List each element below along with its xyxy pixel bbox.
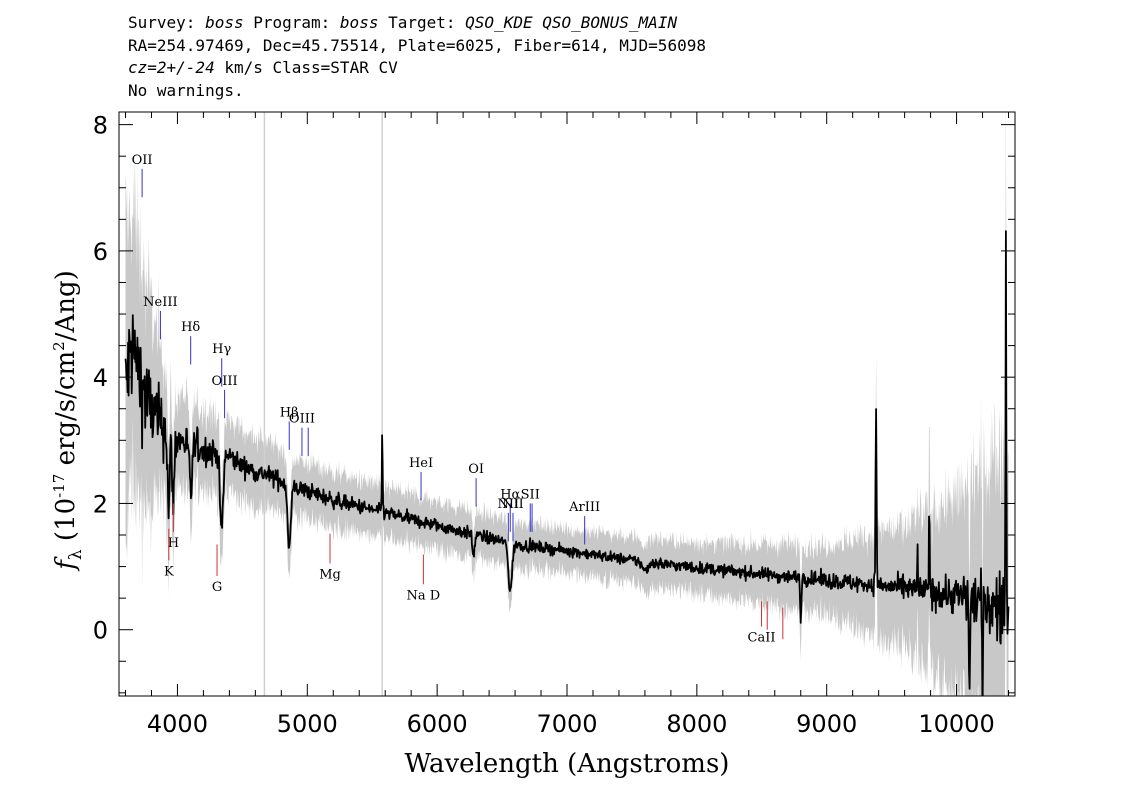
header-line-2: RA=254.97469, Dec=45.75514, Plate=6025, … bbox=[128, 35, 706, 55]
y-tick-labels: 0 2 4 6 8 bbox=[93, 112, 108, 645]
class-text: km/s Class=STAR CV bbox=[214, 58, 398, 77]
spectrum-header: Survey: boss Program: boss Target: QSO_K… bbox=[128, 12, 706, 102]
y-tick-label: 0 bbox=[93, 617, 108, 645]
emission-label: Hα bbox=[500, 487, 520, 502]
y-tick-label: 6 bbox=[93, 238, 108, 266]
emission-label: OIII bbox=[212, 374, 238, 389]
error-band-area bbox=[125, 112, 1009, 696]
emission-label: OI bbox=[468, 462, 484, 477]
error-band bbox=[125, 112, 1009, 696]
emission-label: SII bbox=[521, 487, 540, 502]
flux-series bbox=[124, 230, 1010, 696]
y-tick-label: 4 bbox=[93, 364, 108, 392]
x-tick-label: 8000 bbox=[666, 710, 727, 738]
x-tick-label: 7000 bbox=[536, 710, 597, 738]
target-prefix: Target: bbox=[378, 13, 466, 32]
program-value: boss bbox=[339, 13, 379, 32]
x-axis-label: Wavelength (Angstroms) bbox=[405, 749, 730, 779]
emission-label: Hγ bbox=[212, 342, 231, 357]
header-line-3: cz=2+/-24 km/s Class=STAR CV bbox=[128, 57, 706, 80]
absorption-label: Na D bbox=[407, 588, 441, 603]
x-tick-label: 5000 bbox=[277, 710, 338, 738]
y-tick-label: 8 bbox=[93, 112, 108, 140]
survey-value: boss bbox=[205, 13, 244, 32]
survey-prefix: Survey: bbox=[128, 13, 206, 32]
emission-label: OII bbox=[132, 153, 153, 168]
x-tick-label: 4000 bbox=[147, 710, 208, 738]
emission-label: OIII bbox=[289, 412, 315, 427]
header-line-1: Survey: boss Program: boss Target: QSO_K… bbox=[128, 12, 706, 35]
x-tick-labels: 4000 5000 6000 7000 8000 9000 10000 bbox=[147, 710, 995, 738]
emission-label: NeIII bbox=[143, 295, 177, 310]
absorption-label: Mg bbox=[319, 567, 341, 582]
y-tick-label: 2 bbox=[93, 490, 108, 518]
absorption-label: G bbox=[212, 580, 222, 595]
emission-label: Hδ bbox=[181, 320, 200, 335]
absorption-label: K bbox=[164, 564, 174, 579]
y-axis-label-text: fλ (10-17 erg/s/cm2/Ang) bbox=[50, 270, 86, 572]
x-tick-label: 9000 bbox=[796, 710, 857, 738]
flux-line bbox=[124, 230, 1010, 696]
absorption-label: CaII bbox=[748, 631, 776, 646]
emission-label: Hβ bbox=[280, 405, 299, 420]
target-value: QSO_KDE QSO_BONUS_MAIN bbox=[465, 13, 678, 32]
x-tick-label: 10000 bbox=[918, 710, 994, 738]
axis-ticks bbox=[119, 112, 1015, 696]
x-tick-label: 6000 bbox=[407, 710, 468, 738]
redshift-value: cz=2+/-24 bbox=[128, 58, 215, 77]
absorption-label: H bbox=[168, 536, 179, 551]
header-line-4: No warnings. bbox=[128, 80, 244, 100]
program-prefix: Program: bbox=[243, 13, 340, 32]
emission-label: NII bbox=[497, 497, 519, 512]
y-axis-label: fλ (10-17 erg/s/cm2/Ang) bbox=[50, 270, 86, 572]
emission-label: HeI bbox=[409, 456, 433, 471]
emission-label: NII bbox=[502, 497, 524, 512]
emission-label: ArIII bbox=[568, 500, 600, 515]
sky-artifacts bbox=[263, 112, 383, 696]
